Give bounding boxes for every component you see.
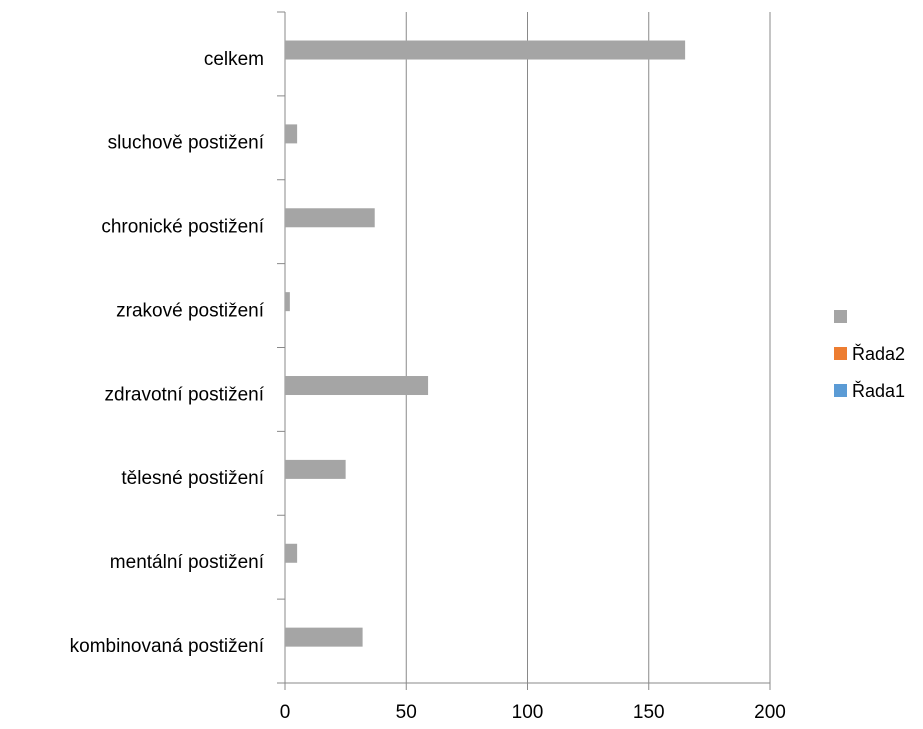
legend-swatch	[834, 347, 847, 360]
category-label: kombinovaná postižení	[70, 636, 265, 657]
tick-labels: 0 50 100 150 200	[280, 702, 786, 723]
bar	[285, 543, 298, 563]
axes	[277, 11, 771, 690]
legend-swatch	[834, 310, 847, 323]
legend-label: Řada1	[852, 381, 905, 401]
bar	[285, 627, 363, 647]
category-label: sluchově postižení	[108, 133, 265, 154]
x-tick-label: 150	[633, 702, 665, 723]
category-label: zrakové postižení	[116, 300, 265, 321]
bars	[285, 40, 686, 647]
bar	[285, 459, 346, 479]
legend: Řada2 Řada1	[834, 310, 905, 401]
gridlines	[405, 12, 771, 683]
category-label: chronické postižení	[101, 217, 264, 238]
bar	[285, 292, 290, 312]
legend-swatch	[834, 384, 847, 397]
legend-label: Řada2	[852, 344, 905, 364]
category-label: zdravotní postižení	[105, 384, 265, 405]
bar	[285, 208, 375, 228]
bar	[285, 124, 298, 144]
category-label: celkem	[204, 49, 264, 70]
x-tick-label: 200	[754, 702, 786, 723]
category-label: tělesné postižení	[121, 468, 264, 489]
x-tick-label: 0	[280, 702, 291, 723]
bar	[285, 40, 686, 60]
category-labels: kombinovaná postižení mentální postižení t…	[70, 49, 265, 657]
x-tick-label: 100	[512, 702, 544, 723]
x-tick-label: 50	[396, 702, 417, 723]
bar	[285, 376, 429, 396]
category-label: mentální postižení	[110, 552, 265, 573]
